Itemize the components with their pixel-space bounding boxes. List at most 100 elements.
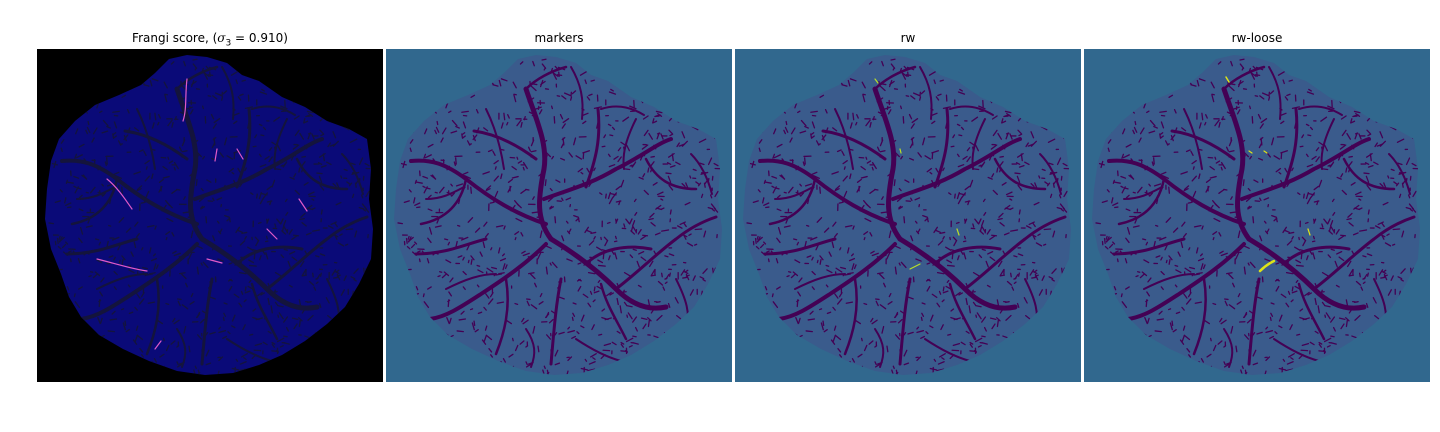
capillary-segment [1265, 326, 1269, 330]
capillary-segment [951, 253, 954, 260]
capillary-segment [106, 125, 111, 129]
capillary-segment [592, 299, 596, 303]
capillary-segment [1314, 297, 1317, 306]
capillary-segment [212, 95, 218, 100]
capillary-segment [1263, 197, 1270, 201]
capillary-segment [1247, 262, 1250, 266]
capillary-segment [450, 183, 453, 187]
capillary-segment [1005, 207, 1012, 211]
highlight-mark [1307, 228, 1311, 236]
vessel-path [250, 282, 279, 341]
capillary-segment [1017, 129, 1022, 135]
capillary-segment [898, 205, 902, 209]
capillary-segment [1301, 342, 1310, 347]
capillary-segment [1121, 186, 1126, 194]
capillary-segment [1379, 183, 1384, 188]
capillary-segment [587, 271, 596, 275]
capillary-segment [249, 333, 254, 336]
capillary-segment [960, 250, 964, 255]
capillary-segment [1209, 175, 1217, 179]
highlight-mark [298, 198, 308, 212]
capillary-segment [843, 190, 848, 198]
capillary-segment [301, 269, 307, 276]
capillary-segment [826, 269, 833, 274]
capillary-segment [167, 156, 170, 160]
capillary-segment [143, 150, 147, 156]
capillary-segment [1405, 157, 1411, 166]
capillary-segment [599, 192, 603, 196]
capillary-segment [914, 197, 921, 201]
vessel-path [919, 66, 933, 120]
capillary-segment [1052, 230, 1056, 238]
capillary-segment [446, 317, 450, 325]
capillary-segment [1197, 257, 1205, 262]
capillary-segment [1193, 225, 1202, 228]
capillary-segment [1398, 193, 1402, 199]
capillary-segment [1408, 203, 1415, 210]
capillary-segment [165, 231, 171, 235]
capillary-segment [676, 225, 683, 229]
capillary-segment [312, 272, 314, 278]
capillary-segment [901, 72, 907, 80]
capillary-segment [684, 269, 689, 273]
capillary-segment [776, 208, 782, 212]
capillary-segment [1247, 187, 1251, 192]
capillary-segment [629, 218, 633, 225]
capillary-segment [1230, 196, 1233, 200]
vessel-path [445, 273, 497, 290]
capillary-segment [462, 270, 467, 276]
capillary-segment [1261, 92, 1270, 97]
capillary-segment [864, 217, 872, 223]
capillary-segment [449, 334, 454, 338]
capillary-segment [125, 227, 132, 233]
capillary-segment [628, 345, 633, 348]
capillary-segment [602, 253, 605, 260]
capillary-segment [1187, 201, 1193, 204]
capillary-segment [1153, 240, 1156, 248]
capillary-segment [834, 293, 839, 299]
vessel-path [777, 242, 897, 321]
capillary-segment [1212, 200, 1218, 207]
capillary-segment [580, 325, 585, 329]
capillary-segment [878, 273, 885, 280]
capillary-segment [1265, 356, 1271, 362]
capillary-segment [1125, 143, 1132, 148]
capillary-segment [354, 230, 358, 238]
capillary-segment [200, 206, 206, 210]
capillary-segment [936, 271, 945, 275]
capillary-segment [283, 220, 287, 227]
capillary-segment [989, 256, 996, 262]
capillary-segment [1243, 311, 1248, 318]
capillary-segment [1328, 226, 1332, 232]
capillary-segment [1264, 258, 1271, 262]
capillary-segment [844, 225, 853, 228]
capillary-segment [330, 221, 337, 226]
capillary-segment [622, 289, 625, 294]
vessel-path [614, 215, 718, 291]
capillary-segment [511, 165, 517, 171]
capillary-segment [575, 155, 583, 160]
capillary-segment [796, 241, 800, 246]
capillary-segment [860, 337, 863, 342]
capillary-segment [567, 330, 576, 334]
capillary-segment [516, 119, 522, 127]
capillary-segment [66, 286, 70, 291]
capillary-segment [1218, 189, 1225, 194]
capillary-segment [928, 71, 936, 76]
capillary-segment [358, 157, 364, 166]
capillary-segment [102, 119, 109, 127]
capillary-segment [903, 216, 906, 224]
capillary-segment [1366, 184, 1372, 191]
capillary-segment [809, 310, 814, 315]
capillary-segment [1115, 250, 1119, 253]
capillary-segment [1273, 155, 1281, 160]
capillary-segment [931, 112, 938, 116]
capillary-segment [461, 135, 466, 139]
vessel-path [174, 86, 205, 242]
capillary-segment [1044, 181, 1049, 185]
capillary-segment [213, 118, 221, 124]
capillary-segment [539, 230, 543, 239]
capillary-segment [764, 181, 772, 184]
panel-title-rw-loose: rw-loose [1231, 31, 1283, 45]
capillary-segment [863, 344, 868, 352]
